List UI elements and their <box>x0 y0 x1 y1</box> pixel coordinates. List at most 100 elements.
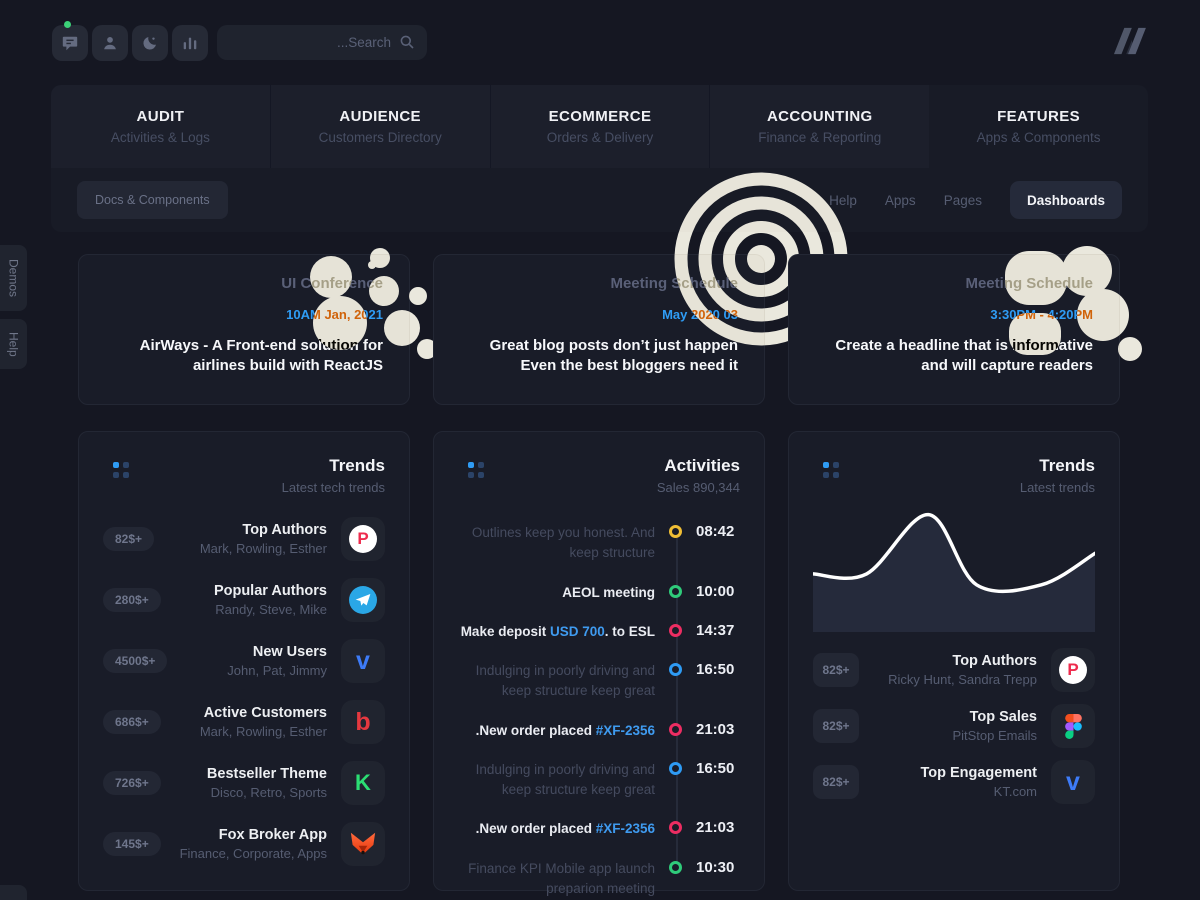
timeline-marker <box>669 860 682 874</box>
activity-item: .New order placed #XF-2356 21:03 <box>458 721 740 741</box>
activity-link[interactable]: USD 700 <box>549 623 605 639</box>
trend-row-top-engagement[interactable]: 82$+ Top Engagement KT.com v <box>813 760 1095 804</box>
value-badge: 4500$+ <box>103 649 168 673</box>
event-title: UI Conference <box>281 275 383 292</box>
trends-card-left: Trends Latest tech trends 82$+ Top Autho… <box>78 431 410 891</box>
docs-components-button[interactable]: Docs & Components <box>77 181 228 219</box>
activity-item: Make deposit USD 700. to ESL 14:37 <box>458 622 740 642</box>
tab-accounting[interactable]: ACCOUNTING Finance & Reporting <box>709 85 930 168</box>
activity-item: Indulging in poorly driving and keep str… <box>458 661 740 702</box>
topbar <box>52 20 1148 61</box>
tab-audience[interactable]: AUDIENCE Customers Directory <box>269 85 490 168</box>
activity-link[interactable]: #XF-2356 <box>595 821 655 837</box>
dots-grid-icon[interactable] <box>113 462 129 478</box>
event-card-meeting-2[interactable]: Meeting Schedule 3:30PM - 4:20PM Create … <box>788 246 1142 405</box>
timeline-marker <box>669 623 682 637</box>
search-input[interactable] <box>217 25 427 60</box>
value-badge: 82$+ <box>813 653 859 687</box>
vimeo-icon: v <box>341 639 385 683</box>
activity-item: .New order placed #XF-2356 21:03 <box>458 819 740 839</box>
value-badge: 686$+ <box>103 710 161 734</box>
bar-chart-icon <box>183 37 197 49</box>
trend-row-popular-authors[interactable]: 280$+ Popular Authors Randy, Steve, Mike <box>103 578 385 622</box>
trend-row-new-users[interactable]: 4500$+ New Users John, Pat, Jimmy v <box>103 639 385 683</box>
event-time: 10AM Jan, 2021 <box>286 307 383 322</box>
chat-icon <box>62 36 78 50</box>
subnav-link-apps[interactable]: Apps <box>884 192 916 208</box>
stats-button[interactable] <box>172 24 208 61</box>
event-time: 3:30PM - 4:20PM <box>990 307 1093 322</box>
side-tab-partial[interactable] <box>0 885 27 900</box>
activity-link[interactable]: #XF-2356 <box>595 722 655 738</box>
event-card-meeting-1[interactable]: Meeting Schedule May 2020 03 Great blog … <box>433 172 848 405</box>
trend-row-top-authors[interactable]: 82$+ Top Authors Ricky Hunt, Sandra Trep… <box>813 648 1095 692</box>
search-box <box>217 25 427 60</box>
moon-icon <box>142 36 156 50</box>
value-badge: 726$+ <box>103 771 161 795</box>
trend-row-active-customers[interactable]: 686$+ Active Customers Mark, Rowling, Es… <box>103 700 385 744</box>
activity-time: 16:50 <box>696 661 735 678</box>
kickstarter-icon: K <box>341 761 385 805</box>
activity-timeline: Outlines keep you honest. And keep struc… <box>434 495 764 899</box>
trend-rows: 82$+ Top Authors Ricky Hunt, Sandra Trep… <box>789 632 1119 804</box>
activity-item: AEOL meeting 10:00 <box>458 583 740 603</box>
brand-logo <box>1110 25 1148 61</box>
trend-row-fox-broker[interactable]: 145$+ Fox Broker App Finance, Corporate,… <box>103 822 385 866</box>
tab-features[interactable]: FEATURES Apps & Components <box>929 85 1148 168</box>
card-subtitle: Latest trends <box>1019 480 1095 495</box>
event-text: Great blog posts don’t just happen Even … <box>489 337 738 374</box>
side-tab-demos[interactable]: Demos <box>0 245 27 311</box>
user-icon <box>104 36 116 49</box>
messages-button[interactable] <box>52 20 88 61</box>
event-time: May 2020 03 <box>662 307 738 322</box>
producthunt-icon: P <box>341 517 385 561</box>
timeline-marker <box>669 722 682 736</box>
timeline-marker <box>669 663 682 676</box>
card-title: Activities <box>664 456 740 475</box>
timeline-marker <box>669 821 682 835</box>
subnav: Docs & Components Help Apps Pages Dashbo… <box>51 168 1148 232</box>
user-button[interactable] <box>92 24 128 61</box>
fox-icon <box>341 822 385 866</box>
value-badge: 82$+ <box>813 709 859 743</box>
event-title: Meeting Schedule <box>610 275 738 292</box>
event-title: Meeting Schedule <box>965 275 1093 292</box>
tab-ecommerce[interactable]: ECOMMERCE Orders & Delivery <box>489 85 710 168</box>
card-title: Trends <box>329 456 385 475</box>
activity-time: 21:03 <box>696 720 735 738</box>
producthunt-icon: P <box>1051 648 1095 692</box>
activity-item: Outlines keep you honest. And keep struc… <box>458 523 740 564</box>
card-header: Activities Sales 890,344 <box>434 432 764 495</box>
side-tab-help[interactable]: Help <box>0 319 27 369</box>
trend-row-top-authors[interactable]: 82$+ Top Authors Mark, Rowling, Esther P <box>103 517 385 561</box>
dots-grid-icon[interactable] <box>468 462 484 478</box>
value-badge: 82$+ <box>813 765 859 799</box>
event-text: Create a headline that is informative an… <box>835 337 1093 374</box>
activity-time: 08:42 <box>696 523 735 540</box>
subnav-link-pages[interactable]: Pages <box>943 192 982 208</box>
trend-row-bestseller-theme[interactable]: 726$+ Bestseller Theme Disco, Retro, Spo… <box>103 761 385 805</box>
tab-audit[interactable]: AUDIT Activities & Logs <box>51 85 270 168</box>
activity-item: Indulging in poorly driving and keep str… <box>458 760 740 801</box>
subnav-link-help[interactable]: Help <box>829 192 857 208</box>
card-subtitle: Sales 890,344 <box>656 480 740 495</box>
subnav-link-dashboards[interactable]: Dashboards <box>1009 181 1122 219</box>
timeline-marker <box>669 761 682 775</box>
event-text: AirWays - A Front-end solution for airli… <box>139 337 383 374</box>
main-tabs: AUDIT Activities & Logs AUDIENCE Custome… <box>51 85 1148 168</box>
activity-item: Finance KPI Mobile app launch preparion … <box>458 859 740 900</box>
figma-icon <box>1051 704 1095 748</box>
dark-mode-button[interactable] <box>132 24 168 61</box>
activity-time: 21:03 <box>696 819 735 837</box>
activities-card: Activities Sales 890,344 Outlines keep y… <box>433 431 765 896</box>
card-header: Trends Latest tech trends <box>79 432 409 495</box>
value-badge: 82$+ <box>103 527 155 551</box>
activity-time: 16:50 <box>696 759 735 777</box>
subnav-links: Help Apps Pages Dashboards <box>829 181 1122 219</box>
trend-row-top-sales[interactable]: 82$+ Top Sales PitStop Emails <box>813 704 1095 748</box>
value-badge: 280$+ <box>103 588 161 612</box>
event-card-ui-conference[interactable]: UI Conference 10AM Jan, 2021 AirWays - A… <box>78 248 437 405</box>
dots-grid-icon[interactable] <box>823 462 839 478</box>
card-title: Trends <box>1039 456 1095 475</box>
